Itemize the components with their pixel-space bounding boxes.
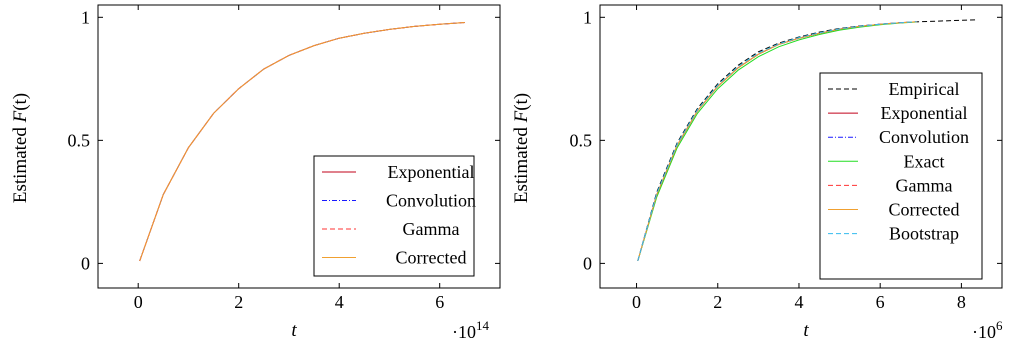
x-tick-label: 2 <box>713 292 722 312</box>
y-axis-label: Estimated F(t) <box>10 93 31 203</box>
series-line-corrected <box>637 21 917 262</box>
x-multiplier-base: ·10 <box>972 322 996 342</box>
x-tick-label: 6 <box>435 292 444 312</box>
legend-label-exponential: Exponential <box>881 103 968 123</box>
y-axis-label-prefix: Estimated <box>10 122 31 203</box>
x-axis-multiplier: ·1014 <box>452 318 490 342</box>
axes-frame <box>599 4 1003 289</box>
axes-frame <box>97 4 501 289</box>
x-tick-label: 4 <box>335 292 344 312</box>
y-tick-label: 0 <box>81 253 90 273</box>
x-axis-multiplier: ·106 <box>972 318 1003 342</box>
y-tick-label: 0.5 <box>570 130 593 150</box>
legend-box <box>819 72 983 280</box>
legend-label-gamma: Gamma <box>896 175 953 195</box>
legend-label-convolution: Convolution <box>879 127 969 147</box>
y-axis-label-function: F <box>10 110 31 123</box>
legend-label-empirical: Empirical <box>889 79 960 99</box>
x-multiplier-exponent: 14 <box>476 318 490 333</box>
legend-label-bootstrap: Bootstrap <box>889 224 959 244</box>
y-axis-label-argument: (t) <box>10 93 31 111</box>
legend-label-gamma: Gamma <box>403 219 460 239</box>
x-multiplier-exponent: 6 <box>996 318 1003 333</box>
legend-box <box>313 155 475 277</box>
series-line-corrected <box>139 22 465 262</box>
x-tick-label: 4 <box>794 292 803 312</box>
series-line-bootstrap <box>637 21 917 262</box>
legend-label-corrected: Corrected <box>396 248 467 268</box>
series-line-exact <box>637 21 917 262</box>
y-axis-label: Estimated F(t) <box>511 93 532 203</box>
x-axis-label: t <box>803 320 809 341</box>
x-tick-label: 6 <box>876 292 885 312</box>
x-axis-label: t <box>291 320 297 341</box>
y-tick-label: 0 <box>583 253 592 273</box>
x-multiplier-base: ·10 <box>452 322 476 342</box>
x-tick-label: 0 <box>632 292 641 312</box>
y-tick-label: 0.5 <box>68 130 91 150</box>
y-axis-label-prefix: Estimated <box>511 122 532 203</box>
x-tick-label: 0 <box>134 292 143 312</box>
legend-label-convolution: Convolution <box>386 191 476 211</box>
x-tick-label: 8 <box>957 292 966 312</box>
y-axis-label-argument: (t) <box>511 93 532 111</box>
chart-left: 0 2 4 6 0 0.5 1 Estimated F(t) t ·1014 Exponential… <box>10 4 501 342</box>
legend-label-exact: Exact <box>904 151 945 171</box>
y-axis-label-function: F <box>511 110 532 123</box>
x-tick-label: 2 <box>234 292 243 312</box>
y-tick-label: 1 <box>81 7 90 27</box>
legend-label-exponential: Exponential <box>388 162 475 182</box>
y-tick-label: 1 <box>583 7 592 27</box>
series-line-empirical <box>637 19 978 262</box>
legend-label-corrected: Corrected <box>889 200 960 220</box>
